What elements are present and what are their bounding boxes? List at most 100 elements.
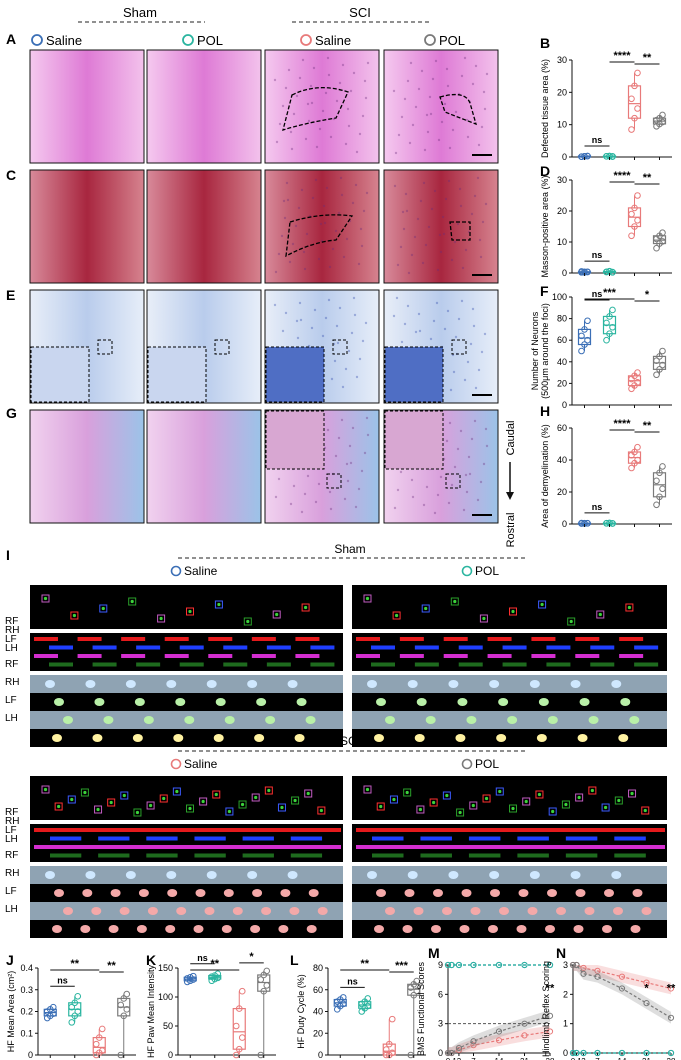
- paw-label: RH: [5, 625, 19, 636]
- data-point: [584, 152, 591, 160]
- data-point: [594, 967, 601, 974]
- data-point: [410, 991, 418, 999]
- significance-label: ns: [197, 953, 208, 963]
- y-tick-label: 100: [158, 992, 173, 1002]
- data-point: [631, 82, 638, 90]
- lesion-outline: [449, 221, 471, 241]
- data-point: [546, 961, 554, 969]
- y-tick-label: 20: [313, 1028, 323, 1038]
- histology-image: [29, 289, 145, 404]
- y-axis-label: Masson-positive area (%): [540, 175, 550, 277]
- significance-label: **: [210, 958, 219, 970]
- data-point: [667, 985, 675, 992]
- data-point: [413, 987, 421, 995]
- paw-track-row: [30, 729, 343, 747]
- paw-label: LF: [5, 886, 17, 897]
- data-point: [339, 1000, 347, 1008]
- data-point: [388, 1015, 396, 1023]
- paw-label: LF: [5, 634, 17, 645]
- data-point: [631, 448, 638, 456]
- data-point: [68, 1019, 76, 1026]
- data-point: [573, 1049, 580, 1057]
- legend-pol-sham: POL: [197, 33, 223, 48]
- inset-zoom: [30, 346, 90, 403]
- lesion-outline: [282, 87, 349, 131]
- legend-saline-sci: Saline: [315, 33, 351, 48]
- data-point: [631, 223, 638, 230]
- data-point: [656, 469, 663, 477]
- data-point: [95, 1034, 103, 1041]
- significance-label: ****: [613, 170, 631, 182]
- y-tick-label: 60: [557, 423, 567, 433]
- data-point: [92, 1040, 100, 1048]
- box: [627, 85, 642, 119]
- histology-image: [146, 169, 262, 284]
- gait-block: [352, 585, 667, 747]
- data-point: [189, 972, 197, 980]
- y-tick-label: 10: [557, 237, 567, 247]
- paw-label: LF: [5, 825, 17, 836]
- data-point: [495, 1028, 503, 1035]
- lesion-outline: [285, 214, 354, 258]
- significance-label: *: [644, 982, 649, 994]
- paw-track-row: [352, 729, 667, 747]
- paw-label: LH: [5, 713, 18, 724]
- paw-label: RF: [5, 659, 18, 670]
- lesion-outline: [439, 93, 477, 126]
- panel-letter: D: [540, 163, 550, 179]
- y-axis-label: HF Mean Area (cm²): [6, 971, 16, 1053]
- y-tick-label: 1: [563, 1019, 568, 1029]
- panel-letter: H: [540, 403, 550, 419]
- histology-image: [29, 49, 145, 164]
- x-tick-label: 28: [546, 1057, 555, 1060]
- y-tick-label: 0: [562, 268, 567, 278]
- histology-image: [383, 169, 499, 284]
- data-point: [659, 111, 666, 119]
- significance-label: ***: [603, 287, 617, 299]
- gait-block: [30, 585, 343, 747]
- y-tick-label: 0: [562, 400, 567, 410]
- sci-header: SCI: [349, 5, 371, 20]
- y-tick-label: 0: [438, 1048, 443, 1058]
- data-point: [413, 977, 421, 985]
- histology-image: [146, 409, 262, 524]
- inset-roi: [332, 339, 348, 355]
- y-tick-label: 50: [163, 1021, 173, 1031]
- panel-letter: J: [6, 952, 14, 968]
- data-point: [659, 485, 666, 493]
- data-point: [263, 967, 271, 975]
- gait-block: [30, 776, 343, 938]
- data-point: [634, 217, 641, 224]
- y-tick-label: 40: [313, 1007, 323, 1017]
- data-point: [521, 1020, 528, 1027]
- x-tick-label: 14: [495, 1057, 504, 1060]
- histology-image: [383, 289, 499, 404]
- paw-label: LF: [5, 695, 17, 706]
- data-point: [546, 1028, 554, 1035]
- data-point: [580, 964, 587, 972]
- y-tick-label: 0.1: [20, 1028, 33, 1038]
- panel-letter: K: [146, 952, 156, 968]
- histology-panels: [29, 49, 499, 524]
- legend-pol-sci-i: POL: [475, 757, 499, 771]
- data-point: [634, 105, 641, 112]
- paw-label: RF: [5, 807, 18, 818]
- y-tick-label: 60: [313, 985, 323, 995]
- data-point: [631, 204, 638, 212]
- data-point: [260, 987, 268, 995]
- data-point: [521, 1032, 528, 1039]
- footprint-image: [352, 776, 667, 820]
- data-point: [618, 973, 626, 980]
- significance-label: ****: [613, 418, 631, 430]
- data-point: [594, 1049, 601, 1057]
- histology-image: [264, 49, 380, 164]
- inset-roi: [214, 339, 230, 355]
- data-point: [98, 1025, 106, 1033]
- histology-image: [29, 409, 145, 524]
- y-tick-label: 0.3: [20, 985, 33, 995]
- x-tick-label: 3: [581, 1057, 586, 1060]
